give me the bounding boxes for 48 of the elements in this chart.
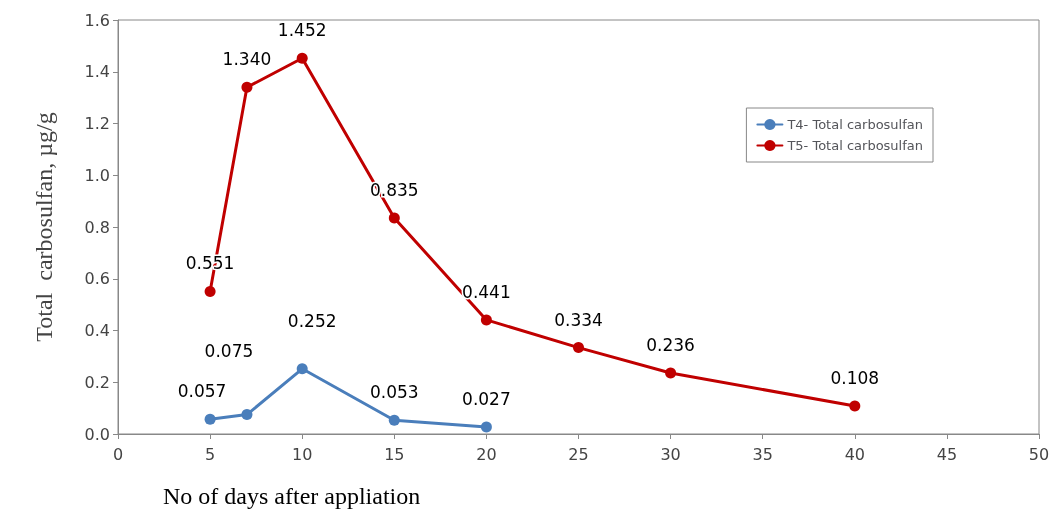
data-label: 0.027 [462, 389, 511, 410]
point [388, 212, 400, 224]
data-label: 0.252 [287, 310, 337, 331]
point [849, 400, 861, 412]
point [204, 413, 216, 425]
data-label: 1.452 [277, 20, 327, 41]
y-tick-label: 0.0 [84, 424, 110, 444]
data-label: 0.057 [177, 381, 227, 402]
point [204, 285, 216, 297]
x-tick-label: 25 [568, 444, 589, 464]
y-tick-label: 1.2 [84, 114, 110, 133]
point [296, 52, 308, 64]
point [388, 414, 400, 426]
x-tick-label: 20 [476, 444, 497, 464]
data-label: 0.236 [646, 334, 695, 355]
point [296, 363, 308, 375]
y-tick-label: 1.6 [84, 10, 110, 30]
x-tick-label: 40 [844, 444, 865, 464]
legend-label: T4- Total carbosulfan [786, 117, 924, 132]
data-label: 0.441 [462, 281, 511, 302]
x-axis-title: No of days after appliation [163, 483, 421, 509]
point [241, 409, 253, 421]
point [665, 367, 677, 379]
point [241, 81, 253, 93]
data-label: 0.108 [830, 368, 880, 389]
y-tick-label: 1.0 [84, 165, 110, 185]
y-tick-label: 0.2 [84, 372, 110, 392]
data-label: 1.340 [222, 49, 272, 70]
x-tick-label: 45 [936, 444, 958, 464]
data-label: 0.053 [369, 382, 419, 403]
point [480, 314, 492, 326]
y-tick-label: 1.4 [84, 62, 110, 82]
x-tick-label: 10 [292, 444, 313, 464]
data-label: 0.075 [204, 340, 254, 361]
x-tick-label: 5 [205, 444, 216, 464]
legend-label: T5- Total carbosulfan [786, 138, 924, 153]
x-tick-label: 0 [112, 444, 124, 464]
point [573, 342, 584, 354]
data-label: 0.334 [554, 309, 603, 330]
point [480, 421, 492, 433]
x-tick-label: 35 [752, 444, 773, 464]
y-tick-label: 0.6 [84, 269, 110, 289]
x-tick-label: 50 [1028, 444, 1050, 464]
y-tick-label: 0.8 [84, 217, 110, 237]
x-tick-label: 15 [384, 444, 405, 464]
y-axis-title: Total carbosulfan, µg/g [31, 112, 57, 342]
y-tick-label: 0.4 [84, 321, 110, 340]
x-tick-label: 30 [660, 444, 681, 464]
